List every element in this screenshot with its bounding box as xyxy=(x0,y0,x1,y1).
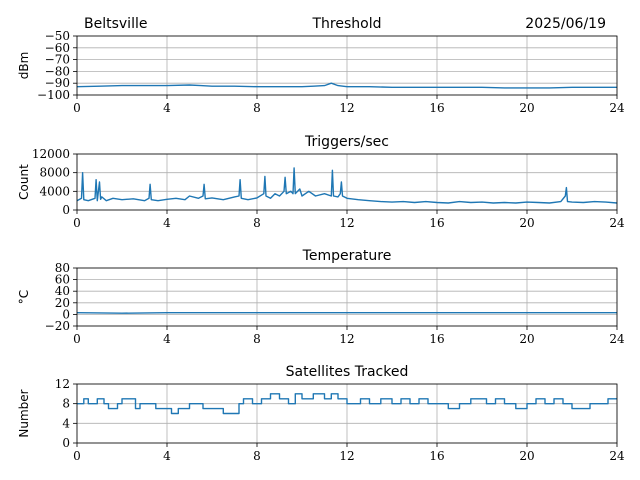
x-tick-label: 16 xyxy=(429,332,444,346)
panel-title: Triggers/sec xyxy=(304,134,389,150)
series-line xyxy=(77,393,617,415)
y-axis-label: Count xyxy=(17,164,31,200)
y-tick-label: 8000 xyxy=(39,166,70,180)
y-tick-label: −20 xyxy=(45,319,70,333)
x-tick-label: 20 xyxy=(519,216,534,230)
y-tick-label: −100 xyxy=(37,88,70,102)
x-tick-label: 20 xyxy=(519,449,534,463)
y-tick-label: 4000 xyxy=(39,184,70,198)
date-label: 2025/06/19 xyxy=(525,16,606,32)
y-tick-label: −80 xyxy=(45,64,70,78)
series-line xyxy=(76,82,617,89)
x-tick-label: 4 xyxy=(163,449,171,463)
x-tick-label: 16 xyxy=(429,101,444,115)
x-tick-label: 0 xyxy=(73,216,81,230)
y-tick-label: −90 xyxy=(45,76,70,90)
x-tick-label: 12 xyxy=(339,216,354,230)
y-tick-label: −50 xyxy=(45,29,70,43)
y-tick-label: 8 xyxy=(62,397,70,411)
x-tick-label: 8 xyxy=(253,216,261,230)
series-line xyxy=(76,167,618,204)
y-tick-label: 12 xyxy=(55,377,70,391)
x-tick-label: 8 xyxy=(253,332,261,346)
y-tick-label: 0 xyxy=(62,307,70,321)
x-tick-label: 16 xyxy=(429,449,444,463)
y-tick-label: 60 xyxy=(55,273,70,287)
x-tick-label: 24 xyxy=(609,101,625,115)
x-tick-label: 8 xyxy=(253,101,261,115)
x-tick-label: 4 xyxy=(163,216,171,230)
y-axis-label: °C xyxy=(17,290,31,304)
y-tick-label: 4 xyxy=(62,416,70,430)
chart-panel-4: 0 4 8 12 16 20 24 0 4 8 12 Satellites Tracked Number xyxy=(17,364,625,463)
y-tick-label: 40 xyxy=(55,284,70,298)
series-line xyxy=(76,312,617,314)
y-tick-label: 12000 xyxy=(32,147,70,161)
y-tick-label: 0 xyxy=(62,436,70,450)
x-tick-label: 4 xyxy=(163,332,171,346)
y-tick-label: 0 xyxy=(62,203,70,217)
y-tick-label: −60 xyxy=(45,41,70,55)
x-tick-label: 16 xyxy=(429,216,444,230)
x-tick-label: 12 xyxy=(339,449,354,463)
x-tick-label: 12 xyxy=(339,101,354,115)
panel-title: Temperature xyxy=(302,248,392,264)
station-name: Beltsville xyxy=(84,16,147,32)
x-tick-label: 20 xyxy=(519,332,534,346)
panel-title: Threshold xyxy=(312,16,382,32)
x-tick-label: 0 xyxy=(73,332,81,346)
chart-panel-2: 0 4 8 12 16 20 24 0 4000 8000 12000 Triggers/sec Cou… xyxy=(17,134,625,230)
x-tick-label: 20 xyxy=(519,101,534,115)
x-tick-label: 4 xyxy=(163,101,171,115)
panel-title: Satellites Tracked xyxy=(286,364,409,380)
y-tick-label: 20 xyxy=(55,296,70,310)
y-axis-label: dBm xyxy=(17,52,31,80)
chart-panel-1: 0 4 8 12 16 20 24 −100−90−80−70−60−50 Threshold d… xyxy=(17,16,625,115)
x-tick-label: 0 xyxy=(73,101,81,115)
chart-panels: 0 4 8 12 16 20 24 −100−90−80−70−60−50 Threshold d… xyxy=(17,16,625,463)
x-tick-label: 8 xyxy=(253,449,261,463)
y-axis-label: Number xyxy=(17,389,31,437)
x-tick-label: 24 xyxy=(609,449,625,463)
x-tick-label: 12 xyxy=(339,332,354,346)
x-tick-label: 0 xyxy=(73,449,81,463)
x-tick-label: 24 xyxy=(609,216,625,230)
y-tick-label: −70 xyxy=(45,53,70,67)
y-tick-label: 80 xyxy=(55,261,70,275)
x-tick-label: 24 xyxy=(609,332,625,346)
